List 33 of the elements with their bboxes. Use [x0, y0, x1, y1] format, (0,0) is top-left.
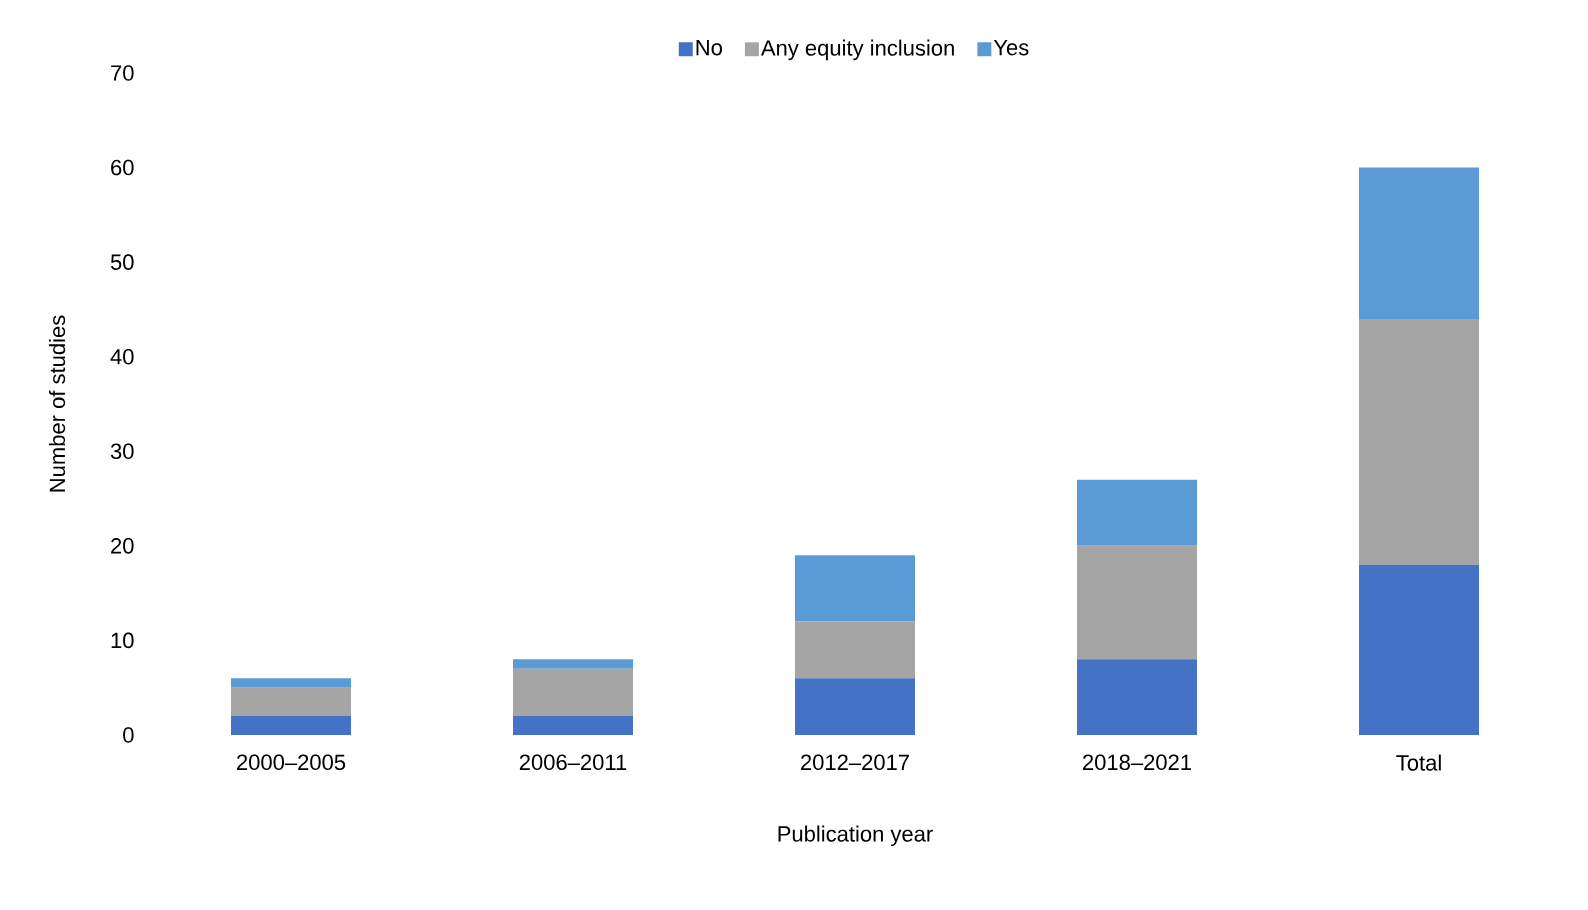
- bar: [795, 555, 915, 622]
- y-axis-title: Number of studies: [48, 315, 66, 492]
- bar: [1359, 564, 1479, 735]
- bar: [513, 668, 633, 717]
- y-tick-label: 10: [111, 632, 134, 649]
- bar: [513, 659, 633, 669]
- bar: [1077, 659, 1197, 735]
- y-tick-label: 70: [111, 65, 134, 81]
- x-tick-label: 2012–2017: [801, 754, 909, 771]
- y-tick-label: 0: [123, 727, 134, 743]
- x-tick-label: 2000–2005: [237, 754, 346, 771]
- y-tick-label: 60: [111, 159, 134, 176]
- legend-label: Any equity inclusion: [760, 39, 954, 61]
- y-tick-label: 20: [111, 538, 134, 554]
- y-tick-label: 40: [110, 348, 134, 365]
- x-axis-title: Publication year: [778, 825, 933, 847]
- bar: [231, 716, 352, 735]
- x-tick-label: 2018–2021: [1083, 754, 1191, 771]
- bar: [1359, 318, 1479, 565]
- x-tick-label: Total: [1396, 754, 1441, 771]
- bar: [795, 621, 915, 679]
- bar: [513, 716, 633, 735]
- bar: [1077, 545, 1197, 660]
- legend-label: No: [696, 40, 722, 56]
- bar: [795, 678, 915, 735]
- x-tick-label: 2006–2011: [519, 754, 627, 771]
- bar: [1359, 167, 1479, 319]
- legend-label: Yes: [993, 40, 1029, 56]
- bar: [231, 687, 352, 717]
- bar: [1077, 479, 1197, 546]
- bar: [231, 678, 352, 688]
- y-tick-label: 30: [110, 443, 134, 460]
- y-tick-label: 50: [110, 254, 134, 270]
